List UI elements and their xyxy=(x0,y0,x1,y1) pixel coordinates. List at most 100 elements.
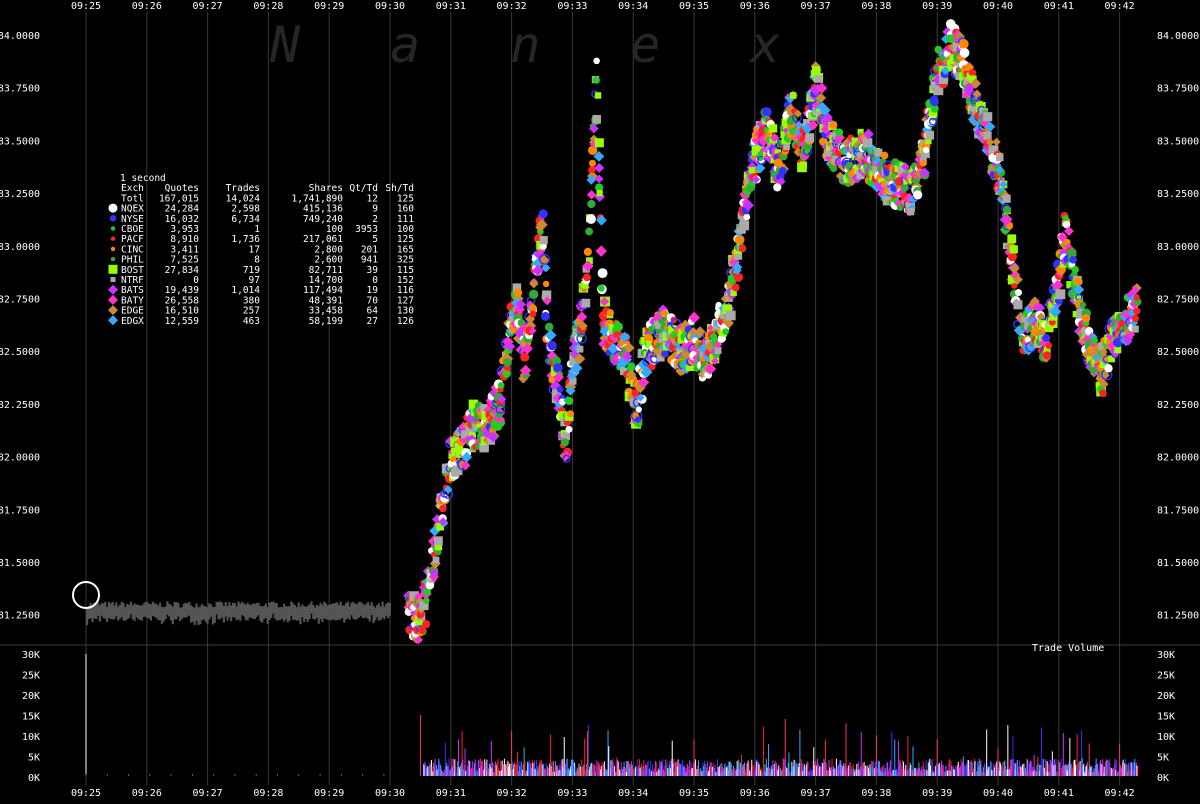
quote-marker-bost xyxy=(748,167,756,174)
quote-marker-baty xyxy=(815,82,828,94)
quote-marker-bost xyxy=(594,138,604,148)
quote-marker-ntrf xyxy=(1055,289,1066,300)
quote-marker-bats xyxy=(515,299,526,310)
quote-marker-baty xyxy=(1052,279,1064,291)
quote-marker-bats xyxy=(776,177,786,186)
quote-marker-ntrf xyxy=(561,432,570,441)
premarket-quote-bar xyxy=(226,606,229,621)
legend-swatch xyxy=(108,284,118,295)
quote-marker-cboe xyxy=(592,76,600,84)
quote-marker-ntrf xyxy=(983,112,993,122)
quote-marker-edge xyxy=(1099,379,1109,389)
premarket-quote-bar xyxy=(386,602,390,619)
quote-marker-phil xyxy=(900,183,909,192)
nqex-open-marker xyxy=(72,581,100,609)
volume-tick-left: 0K xyxy=(28,773,40,784)
quote-marker-bost xyxy=(468,399,479,410)
premarket-quote-bar xyxy=(127,604,131,619)
quote-marker-cinc xyxy=(1073,277,1083,287)
quote-marker-bats xyxy=(594,162,605,173)
price-tick-left: 83.7500 xyxy=(0,84,40,95)
time-tick-bottom: 09:40 xyxy=(983,788,1013,799)
time-tick-bottom: 09:27 xyxy=(193,788,223,799)
premarket-quote-bar xyxy=(352,601,355,619)
premarket-quote-bar xyxy=(104,601,107,619)
volume-tick-left: 30K xyxy=(22,650,40,661)
quote-marker-cinc xyxy=(529,304,537,313)
premarket-quote-bar xyxy=(259,605,262,622)
legend-cell: 415,136 xyxy=(303,204,343,215)
premarket-quote-bar xyxy=(374,607,377,621)
quote-marker-edgx xyxy=(1015,327,1025,337)
quote-marker-cboe xyxy=(497,382,505,389)
legend-cell: 125 xyxy=(397,234,414,245)
quote-marker-cinc xyxy=(734,234,745,245)
quote-marker-cinc xyxy=(964,63,973,72)
quote-marker-cinc xyxy=(880,151,889,160)
quote-marker-edge xyxy=(835,171,845,181)
quote-marker-cboe xyxy=(930,104,939,113)
premarket-quote-bar xyxy=(266,607,269,624)
premarket-quote-bar xyxy=(106,606,109,622)
legend-swatch xyxy=(110,226,116,231)
premarket-quote-bar xyxy=(155,603,158,619)
time-tick-bottom: 09:29 xyxy=(314,788,344,799)
price-tick-left: 82.2500 xyxy=(0,400,40,411)
premarket-quote-bar xyxy=(113,605,116,620)
quote-marker-ntrf xyxy=(1021,315,1031,325)
quote-marker-baty xyxy=(728,256,741,268)
quote-marker-ntrf xyxy=(452,465,463,476)
quote-marker-ntrf xyxy=(461,430,470,439)
quote-marker-baty xyxy=(582,260,594,272)
legend-cell: 2,598 xyxy=(231,204,260,215)
quote-marker-phil xyxy=(560,438,569,447)
quote-marker-ntrf xyxy=(907,208,915,216)
legend-cell: 152 xyxy=(397,275,414,286)
quote-marker-edgx xyxy=(570,362,583,374)
premarket-quote-bar xyxy=(377,603,381,621)
volume-tick-right: 30K xyxy=(1157,650,1175,661)
quote-marker-ntrf xyxy=(581,298,591,308)
quote-marker-cinc xyxy=(513,288,523,297)
quote-marker-baty xyxy=(553,371,564,383)
time-tick-top: 09:34 xyxy=(618,1,648,12)
quote-marker-ntrf xyxy=(882,196,893,206)
quote-marker-bost xyxy=(948,64,956,72)
quote-marker-edge xyxy=(972,89,982,99)
volume-tick-left: 15K xyxy=(22,712,40,723)
premarket-quote-bar xyxy=(321,604,324,623)
premarket-quote-bar xyxy=(284,606,288,620)
premarket-quote-bar xyxy=(158,602,162,620)
premarket-quote-bar xyxy=(204,606,207,622)
legend-swatch xyxy=(110,246,116,252)
premarket-quote-bar xyxy=(93,602,96,619)
premarket-quote-bar xyxy=(272,601,275,614)
quote-marker-nqex xyxy=(1014,289,1023,297)
quote-marker-cinc xyxy=(829,120,838,130)
quote-marker-bost xyxy=(685,362,695,372)
premarket-quote-bar xyxy=(144,601,147,617)
premarket-quote-bar xyxy=(193,607,196,626)
premarket-quote-bar xyxy=(381,601,384,618)
premarket-quote-bar xyxy=(328,604,331,620)
quote-marker-edge xyxy=(625,369,637,381)
quote-marker-pacf xyxy=(520,352,530,362)
quote-marker-ntrf xyxy=(996,153,1004,162)
quote-marker-edge xyxy=(670,350,680,360)
legend-cell: 82,711 xyxy=(309,265,344,276)
quote-marker-edgx xyxy=(593,150,605,162)
quote-marker-cinc xyxy=(1006,222,1014,230)
time-axis: 09:25 09:25 09:26 09:26 09:27 09:27 09:28 09:28… xyxy=(71,1,1135,799)
quote-marker-cboe xyxy=(835,128,844,137)
quote-marker-nyse xyxy=(495,404,506,414)
quote-marker-edge xyxy=(626,392,638,404)
premarket-quote-bar xyxy=(264,603,267,619)
quote-marker-cinc xyxy=(450,456,457,463)
quote-marker-nyse xyxy=(576,333,587,344)
legend-swatch xyxy=(110,256,116,262)
quote-marker-bost xyxy=(799,161,808,169)
premarket-quote-bar xyxy=(222,606,225,623)
quote-marker-edge xyxy=(587,170,598,182)
quote-marker-nqex xyxy=(597,268,608,279)
time-tick-top: 09:42 xyxy=(1105,1,1135,12)
